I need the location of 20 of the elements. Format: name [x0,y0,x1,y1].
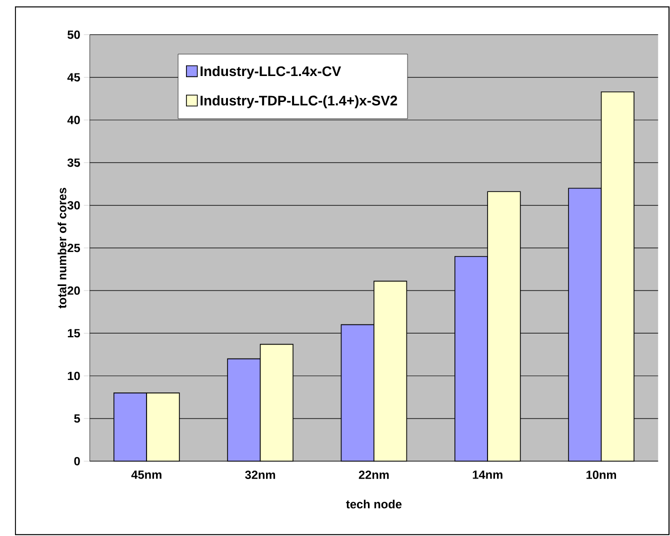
y-tick-label: 20 [68,286,80,295]
x-tick-label: 32nm [245,470,276,480]
x-tick-label: 14nm [472,470,502,479]
y-tick-label: 5 [74,414,80,423]
x-tick-label: 45nm [131,470,162,480]
x-tick-label: 22nm [358,470,389,480]
y-tick-label: 30 [67,201,80,210]
x-tick-label: 10nm [586,470,616,480]
y-tick-label: 0 [74,457,80,466]
y-tick-label: 10 [68,372,80,380]
y-tick-label: 50 [68,30,80,40]
y-tick-label: 40 [67,116,80,124]
legend-label: Industry-LLC-1.4x-CV [200,66,342,80]
y-tick-label: 15 [68,329,80,338]
legend-label: Industry-TDP-LLC-(1.4+)x-SV2 [200,96,398,108]
x-axis-title: tech node [346,500,402,509]
y-tick-label: 45 [67,73,80,82]
y-tick-label: 35 [67,158,80,168]
y-tick-label: 25 [68,244,80,252]
y-axis-title: total number of cores [58,188,66,309]
